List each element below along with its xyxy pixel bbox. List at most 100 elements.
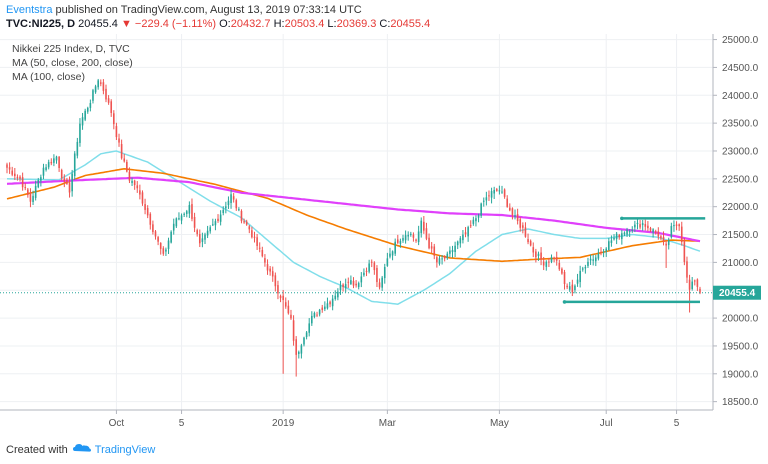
candle-body	[115, 126, 118, 138]
candle-body	[584, 267, 587, 269]
candle-body	[14, 173, 16, 177]
candle-body	[495, 189, 498, 191]
candle-body	[462, 234, 464, 241]
candle-body	[686, 261, 688, 278]
candle-body	[587, 261, 589, 266]
candle-body	[66, 179, 68, 185]
candle-body	[407, 234, 410, 237]
x-tick-label: May	[490, 418, 509, 429]
candle-body	[415, 239, 417, 241]
candle-body	[451, 249, 454, 253]
candle-body	[344, 284, 347, 289]
candle-body	[467, 227, 469, 237]
candle-body	[529, 240, 532, 246]
annotation-handle[interactable]	[620, 216, 624, 221]
candlestick-chart[interactable]: 18500.019000.019500.020000.020500.021000…	[0, 34, 768, 438]
candle-body	[649, 228, 652, 231]
candle-body	[558, 262, 561, 270]
candle-body	[381, 277, 383, 288]
candle-body	[647, 225, 649, 229]
candle-body	[561, 268, 563, 274]
candle-body	[555, 257, 558, 261]
candle-body	[321, 307, 324, 310]
candle-body	[136, 185, 139, 189]
y-tick-label: 24000.0	[722, 91, 759, 102]
candle-body	[256, 237, 258, 246]
candle-body	[248, 226, 251, 230]
candle-body	[441, 258, 443, 260]
candle-body	[329, 301, 331, 305]
legend-ma-100[interactable]: MA (100, close)	[12, 71, 85, 83]
candle-body	[618, 234, 621, 238]
candle-body	[667, 239, 670, 246]
candle-body	[449, 250, 451, 254]
candle-body	[550, 257, 553, 262]
candle-body	[373, 262, 376, 271]
candle-body	[303, 337, 305, 345]
candle-body	[305, 332, 308, 337]
candle-body	[172, 223, 175, 231]
candle-body	[342, 284, 344, 288]
candle-body	[574, 285, 576, 291]
candle-body	[688, 279, 691, 290]
candle-body	[188, 205, 191, 214]
candle-body	[214, 221, 217, 226]
candle-body	[631, 229, 634, 232]
candle-body	[235, 200, 238, 209]
candle-body	[84, 110, 86, 120]
candle-body	[300, 345, 303, 354]
candle-body	[42, 167, 45, 176]
x-tick-label: 5	[179, 418, 185, 429]
candle-body	[308, 323, 311, 333]
y-tick-label: 21500.0	[722, 230, 759, 241]
time-axis[interactable]: Oct 5 2019 Mar May Jul 5	[109, 410, 680, 429]
candle-body	[477, 215, 480, 218]
candle-body	[232, 196, 235, 200]
tradingview-brand[interactable]: TradingView	[94, 443, 156, 456]
candle-body	[417, 231, 420, 243]
candle-body	[678, 224, 680, 227]
candle-body	[209, 227, 212, 232]
candle-body	[537, 253, 540, 256]
y-tick-label: 25000.0	[722, 35, 759, 46]
low-value: 20369.3	[336, 18, 377, 30]
candle-body	[436, 257, 438, 263]
candle-body	[472, 219, 475, 224]
candle-body	[355, 283, 357, 286]
candle-body	[399, 240, 402, 244]
candle-body	[368, 263, 370, 272]
ohlc-line: TVC:NI225, D 20455.4 ▼ −229.4 (−1.11%) O…	[6, 18, 430, 30]
candle-body	[245, 221, 248, 225]
candle-body	[139, 190, 141, 195]
candle-body	[279, 295, 282, 299]
candle-body	[76, 141, 79, 156]
candle-body	[284, 302, 287, 307]
candle-body	[311, 315, 313, 324]
candle-body	[316, 314, 318, 316]
candle-body	[673, 225, 675, 227]
candles	[6, 78, 701, 377]
candle-body	[516, 214, 519, 221]
candle-body	[144, 204, 146, 210]
ma-100-line	[6, 167, 701, 263]
candle-body	[47, 162, 50, 168]
footer: Created with TradingView	[6, 442, 155, 457]
candle-body	[269, 268, 271, 272]
candle-body	[576, 279, 579, 284]
close-label: C:	[379, 18, 391, 30]
candle-body	[8, 167, 11, 170]
x-tick-label: 2019	[272, 418, 295, 429]
candle-body	[680, 226, 683, 243]
candle-body	[193, 216, 196, 228]
y-tick-label: 22500.0	[722, 174, 759, 185]
price-axis[interactable]: 18500.019000.019500.020000.020500.021000…	[713, 35, 759, 408]
chart-header: Eventstra published on TradingView.com, …	[0, 0, 768, 34]
candle-body	[540, 252, 542, 260]
candle-body	[459, 238, 462, 244]
legend-ma-50-200[interactable]: MA (50, close, 200, close)	[12, 57, 133, 69]
annotation-handle[interactable]	[562, 300, 567, 304]
x-tick-label: 5	[674, 418, 680, 429]
candle-body	[602, 251, 605, 253]
author-link[interactable]: Eventstra	[6, 4, 53, 16]
annotation-lines[interactable]	[562, 216, 706, 304]
